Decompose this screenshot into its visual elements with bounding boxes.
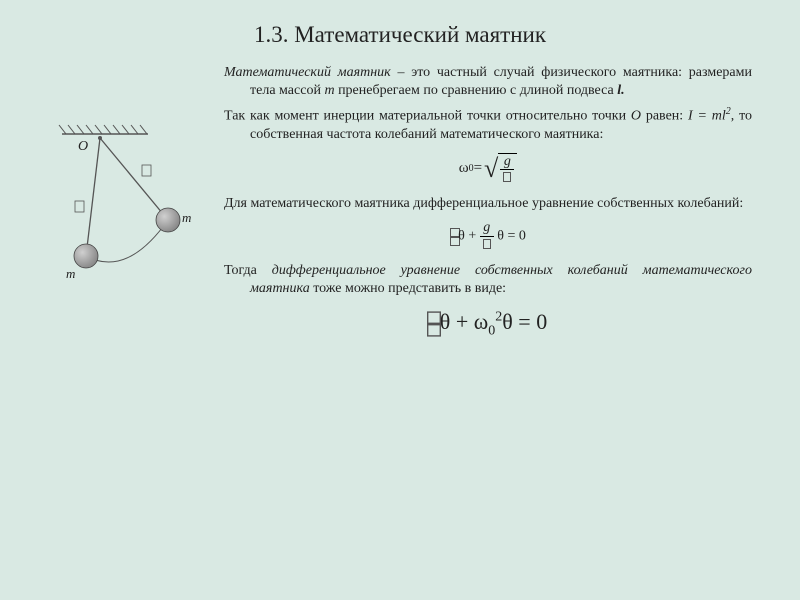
equation-diffeq-final: θ + ω02θ = 0 (224, 307, 752, 341)
placeholder-glyph (503, 172, 511, 182)
svg-text:m: m (182, 210, 191, 225)
equation-omega0: ω0 = √ g (224, 153, 752, 185)
content-row: Om m Математический маятник – это частный… (48, 64, 752, 351)
pendulum-svg: Om m (48, 104, 218, 304)
svg-text:O: O (78, 139, 88, 154)
paragraph-diffeq2-intro: Тогда дифференциальное уравнение собстве… (224, 262, 752, 299)
paragraph-inertia: Так как момент инерции материальной точк… (224, 105, 752, 145)
slide: 1.3. Математический маятник Om m Математи… (0, 0, 800, 600)
term: Математический маятник (224, 65, 391, 80)
pendulum-diagram: Om m (48, 64, 218, 309)
equation-diffeq: θ + g θ = 0 (224, 221, 752, 251)
paragraph-diffeq-intro: Для математического маятника дифференциа… (224, 195, 752, 213)
text-column: Математический маятник – это частный слу… (218, 64, 752, 351)
paragraph-definition: Математический маятник – это частный слу… (224, 64, 752, 101)
placeholder-glyph (427, 311, 441, 336)
placeholder-glyph (483, 239, 491, 249)
slide-title: 1.3. Математический маятник (48, 22, 752, 48)
svg-text:m: m (66, 266, 75, 281)
